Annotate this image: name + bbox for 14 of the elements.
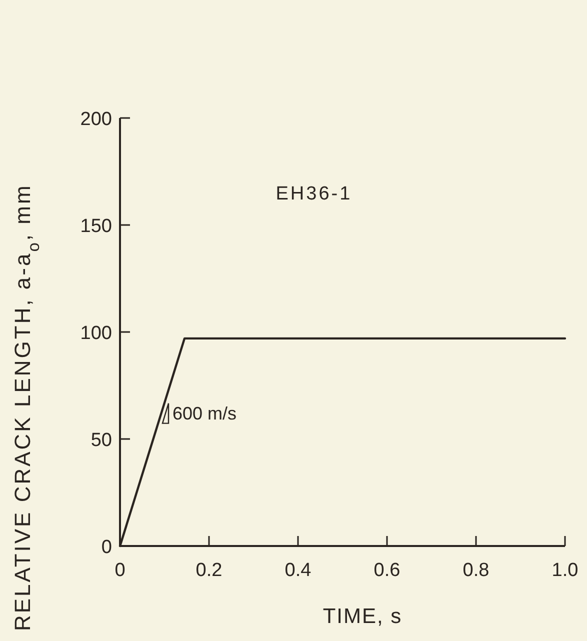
x-axis-title: TIME, s (322, 605, 402, 628)
y-tick-label: 50 (90, 430, 112, 451)
text: EH36-1 (276, 183, 352, 204)
x-tick-label: 1.0 (552, 560, 578, 581)
y-tick-label: 200 (80, 109, 112, 130)
y-tick-label: 150 (80, 216, 112, 237)
annotation: 600 m/s (172, 403, 237, 424)
y-tick-label: 100 (80, 323, 112, 344)
x-tick-label: 0.2 (196, 560, 222, 581)
x-tick-label: 0.4 (284, 560, 312, 581)
y-tick-label: 0 (101, 537, 112, 558)
x-tick-label: 0.6 (374, 560, 400, 581)
x-tick-label: 0.8 (462, 560, 490, 581)
x-tick-label: 0 (114, 560, 126, 581)
